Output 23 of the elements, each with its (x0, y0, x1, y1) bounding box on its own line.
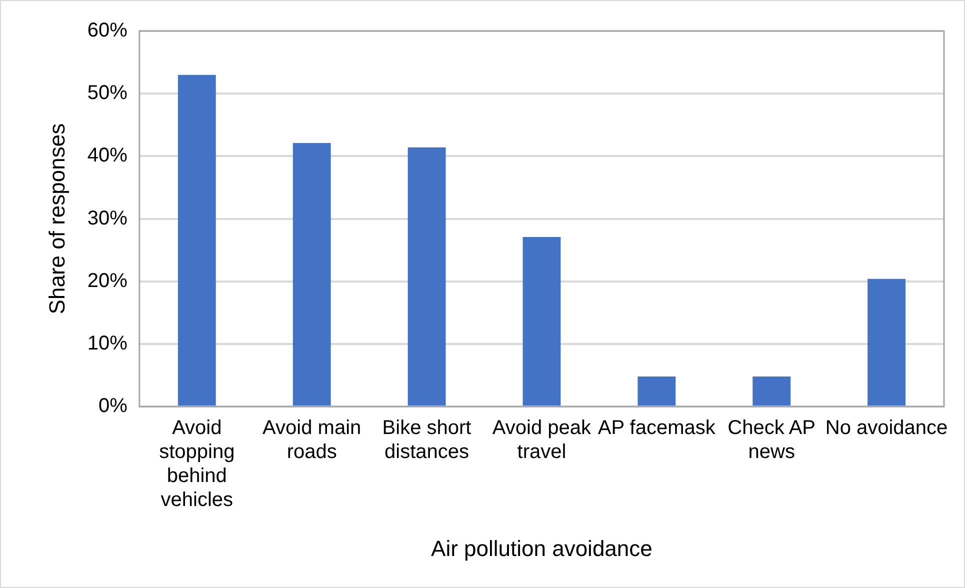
x-tick-label: Check AP news (728, 417, 816, 464)
bar (178, 74, 216, 406)
bar (292, 143, 331, 406)
x-tick-label: No avoidance (825, 417, 948, 440)
y-axis-title: Share of responses (44, 123, 70, 314)
bar (638, 376, 676, 406)
y-tick-label: 30% (87, 207, 128, 230)
bar (522, 236, 561, 406)
bar (408, 147, 446, 406)
y-tick-label: 60% (87, 20, 128, 42)
x-tick-label: Avoid peak travel (492, 417, 592, 464)
y-tick-label: 10% (87, 332, 128, 355)
y-tick-label: 40% (87, 144, 128, 167)
x-tick-label: Avoid main roads (262, 417, 362, 464)
y-tick-label: 50% (87, 82, 128, 104)
x-axis-title: Air pollution avoidance (431, 536, 652, 561)
y-tick-label: 0% (98, 395, 128, 418)
y-tick-label: 20% (87, 270, 128, 292)
x-tick-label: Avoid stopping behind vehicles (159, 417, 235, 512)
x-tick-label: Bike short distances (382, 417, 472, 464)
bar (868, 278, 906, 406)
bar (752, 376, 791, 406)
x-tick-label: AP facemask (598, 417, 716, 440)
